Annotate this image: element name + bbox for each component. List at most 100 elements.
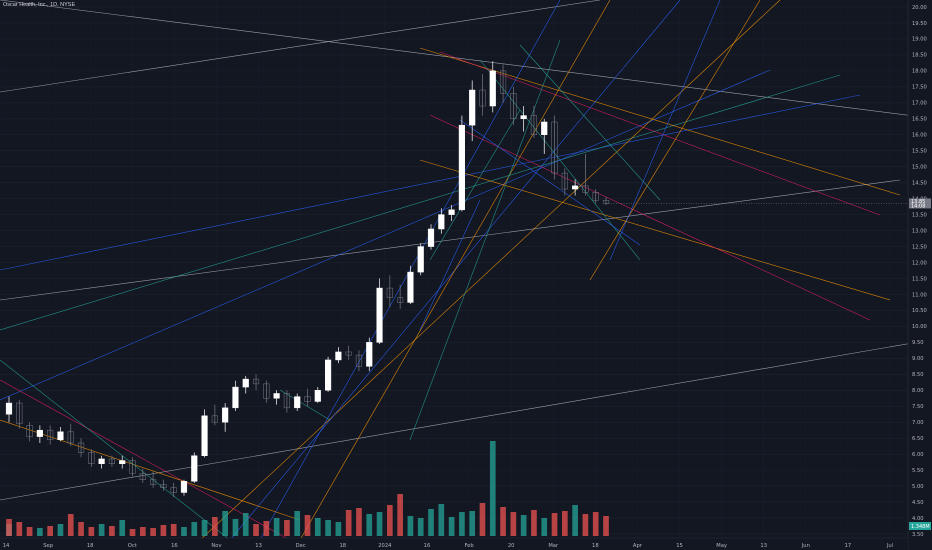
candle-body [479,89,486,107]
trendline [429,114,871,321]
candle-body [150,479,157,485]
trendline [439,51,881,216]
trendline [589,0,761,281]
trendline [0,179,901,301]
volume-bar [561,511,568,536]
volume-bar [170,524,177,536]
volume-bar [67,514,74,536]
time-tick-label: 18 [592,543,599,549]
last-price-label: 13.85 [911,199,925,205]
price-axis-panel [908,0,932,550]
candle-body [242,378,249,388]
candle-body [520,115,527,120]
volume-bar [16,522,23,536]
time-tick-label: Dec [296,543,306,549]
time-axis[interactable]: 14 Sep 18 Oct 16 Nov 13 Dec 18 2024 16 Feb 20 Mar 18 Ap… [0,537,908,550]
candle-body [407,271,414,303]
volume-bar [417,518,424,536]
volume-bar [376,512,383,536]
candle-body [283,393,290,409]
trendline [519,44,661,201]
candle-body [304,396,311,402]
time-tick-label: 14 [3,543,10,549]
volume-bar [356,508,362,536]
candle-body [335,351,342,361]
time-tick-label: 18 [87,543,94,549]
volume-bar [201,520,208,536]
time-tick-label: Oct [128,543,137,549]
time-tick-label: 15 [676,543,683,549]
candle-body [458,124,465,211]
candle-body [139,473,146,480]
volume-bar [325,520,331,536]
time-tick-label: Jul [886,543,893,549]
volume-bar [582,514,589,536]
price-tick-label: 4.50 [912,500,924,506]
trendline [0,379,291,541]
candle-body [26,425,33,437]
price-tick-label: 14.50 [912,180,927,186]
price-tick-label: 13.00 [912,228,927,234]
last-price-time: 14:08 [911,204,925,210]
volume-bar [428,509,434,536]
volume-bar [253,524,259,536]
price-tick-label: 6.00 [912,452,924,458]
trendline [419,199,481,331]
time-tick-label: Feb [464,543,474,549]
candle-body [67,431,74,444]
volume-bars [6,441,609,536]
trendline [609,0,721,261]
time-tick-label: 17 [845,543,852,549]
candle-body [438,214,445,230]
price-axis[interactable]: 20.00 19.50 19.00 18.50 18.00 17.50 17.00 16.50… [606,0,932,550]
time-tick-label: Nov [211,543,221,549]
price-tick-label: 5.50 [912,468,924,474]
volume-bar [181,527,187,536]
volume-bar [592,512,599,536]
price-tick-label: 15.50 [912,149,927,155]
trendline [0,359,231,541]
trendline [0,0,931,119]
volume-bar [109,526,115,536]
volume-bar [284,520,290,536]
volume-label: 1.348M [911,524,930,530]
candles[interactable] [5,61,610,498]
candle-body [448,209,455,215]
volume-bar [212,517,218,536]
volume-bar [531,510,537,536]
trendline [0,94,861,271]
symbol-header: Oscar Health, Inc., 1D, NYSE [3,2,76,8]
last-price-tag [909,198,931,209]
candle-body [77,442,85,453]
candle-body [211,415,218,423]
candle-body [108,458,116,464]
trendline [0,339,931,501]
trendline [459,119,641,246]
price-tick-label: 5.00 [912,484,924,490]
volume-bar [603,516,609,536]
price-tick-label: 16.50 [912,117,927,123]
volume-bar [304,515,311,536]
volume-bar [6,519,12,536]
candle-body [469,89,476,126]
volume-bar [150,528,156,536]
volume-bar [366,514,373,536]
price-tick-label: 8.00 [912,388,924,394]
candle-body [551,121,558,174]
time-tick-label: 16 [424,543,431,549]
volume-bar [335,522,342,536]
price-tick-label: 9.50 [912,340,924,346]
candle-body [510,92,517,120]
candle-body [355,354,363,367]
candle-body [561,172,568,190]
trendline [419,159,891,301]
time-tick-label: Mar [548,543,559,549]
price-tick-label: 10.50 [912,308,927,314]
volume-bar [551,513,558,536]
price-tick-label: 10.00 [912,324,927,330]
candle-body [572,185,579,190]
candle-body [252,378,260,385]
volume-bar [520,515,527,536]
